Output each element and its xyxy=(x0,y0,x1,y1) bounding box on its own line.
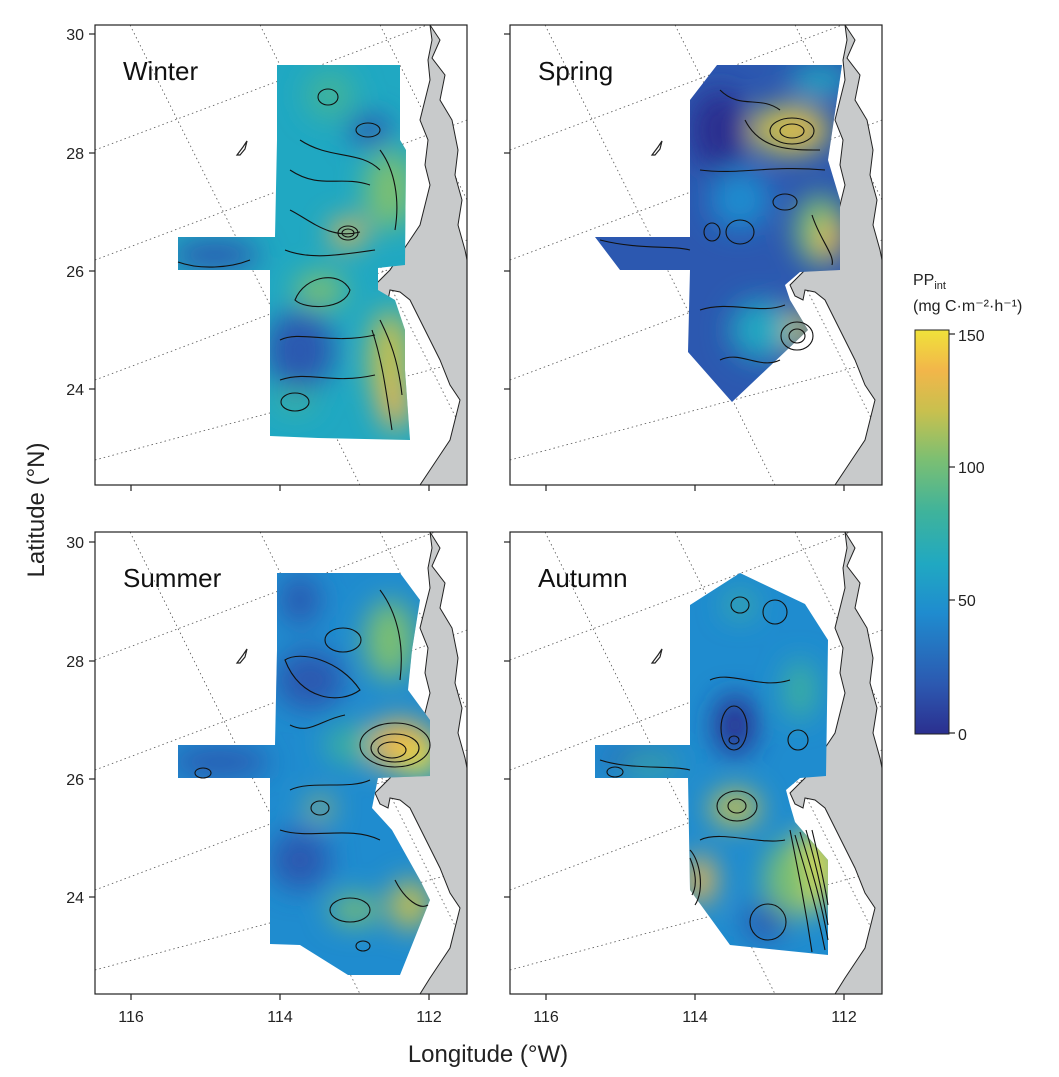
panel-autumn: Autumn xyxy=(509,531,883,995)
contour-field xyxy=(178,573,431,975)
colorbar-tick-label: 150 xyxy=(958,328,985,345)
island xyxy=(235,140,248,156)
season-label: Spring xyxy=(538,56,613,86)
lat-tick-label: 30 xyxy=(66,535,84,552)
colorbar-gradient xyxy=(914,329,950,735)
lat-tick-label: 30 xyxy=(66,27,84,44)
lat-tick-label: 24 xyxy=(66,890,84,907)
lon-tick-label: 116 xyxy=(533,1009,559,1026)
lon-tick-label: 112 xyxy=(831,1009,857,1026)
colorbar-tick-label: 50 xyxy=(958,593,976,610)
x-axis-title: Longitude (°W) xyxy=(408,1041,568,1068)
colorbar-units: (mg C·m⁻²·h⁻¹) xyxy=(913,298,1022,315)
contour-field xyxy=(595,573,829,955)
season-label: Winter xyxy=(123,56,198,86)
colorbar-tick-label: 100 xyxy=(958,460,985,477)
y-axis-bottom: 30 28 26 24 xyxy=(66,535,510,907)
lat-tick-label: 26 xyxy=(66,264,84,281)
land-mass xyxy=(374,25,467,485)
island xyxy=(650,140,663,156)
y-axis-title: Latitude (°N) xyxy=(23,443,50,578)
colorbar-title-main: PP xyxy=(913,272,934,289)
x-axis-labels: 116 114 112 116 114 112 xyxy=(118,1009,857,1026)
panel-frame xyxy=(94,24,468,486)
lon-tick-label: 114 xyxy=(267,1009,293,1026)
colorbar-tick-label: 0 xyxy=(958,727,967,744)
panel-frame xyxy=(94,531,468,995)
lat-tick-label: 28 xyxy=(66,654,84,671)
colorbar-title: PPint xyxy=(913,272,946,292)
lat-tick-label: 28 xyxy=(66,146,84,163)
island xyxy=(650,648,663,664)
panel-summer: Summer xyxy=(94,531,468,995)
lon-tick-label: 112 xyxy=(416,1009,442,1026)
lon-tick-label: 116 xyxy=(118,1009,144,1026)
y-axis-top: 30 28 26 24 xyxy=(66,27,510,399)
season-label: Autumn xyxy=(538,563,628,593)
lat-tick-label: 24 xyxy=(66,382,84,399)
panel-spring: Spring xyxy=(509,24,883,486)
colorbar: PPint (mg C·m⁻²·h⁻¹) 150 100 50 0 xyxy=(913,272,1022,744)
colorbar-title-sub: int xyxy=(934,280,946,292)
panel-frame xyxy=(509,24,883,486)
contour-field xyxy=(177,65,410,440)
land-mass xyxy=(789,532,882,994)
x-axis-ticks xyxy=(130,485,845,1000)
panel-winter: Winter xyxy=(94,24,468,486)
panel-frame xyxy=(509,531,883,995)
season-label: Summer xyxy=(123,563,222,593)
island xyxy=(235,648,248,664)
lat-tick-label: 26 xyxy=(66,772,84,789)
lon-tick-label: 114 xyxy=(682,1009,708,1026)
contour-field xyxy=(595,65,842,402)
